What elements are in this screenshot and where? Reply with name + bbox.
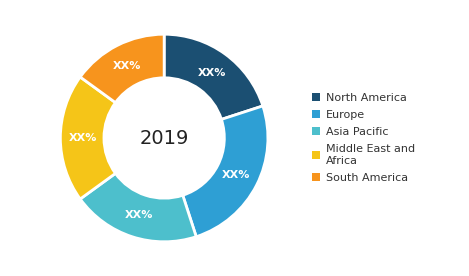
Wedge shape — [80, 173, 196, 242]
Text: XX%: XX% — [69, 133, 98, 143]
Text: 2019: 2019 — [139, 129, 189, 147]
Text: XX%: XX% — [113, 61, 142, 71]
Wedge shape — [183, 106, 268, 237]
Legend: North America, Europe, Asia Pacific, Middle East and
Africa, South America: North America, Europe, Asia Pacific, Mid… — [312, 93, 415, 183]
Wedge shape — [164, 34, 263, 120]
Text: XX%: XX% — [125, 210, 153, 220]
Wedge shape — [80, 34, 164, 103]
Text: XX%: XX% — [222, 170, 250, 180]
Text: XX%: XX% — [197, 68, 226, 78]
Wedge shape — [61, 77, 115, 199]
